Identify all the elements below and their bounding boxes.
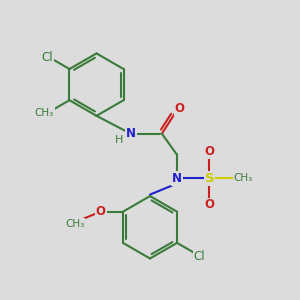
Text: Cl: Cl — [194, 250, 205, 263]
Text: O: O — [175, 102, 185, 115]
Text: O: O — [204, 145, 214, 158]
Text: N: N — [172, 172, 182, 185]
Text: O: O — [96, 205, 106, 218]
Text: CH₃: CH₃ — [233, 173, 253, 183]
Text: Cl: Cl — [41, 51, 53, 64]
Text: CH₃: CH₃ — [34, 108, 54, 118]
Text: S: S — [205, 172, 214, 185]
Text: CH₃: CH₃ — [65, 219, 84, 229]
Text: O: O — [204, 199, 214, 212]
Text: H: H — [115, 135, 124, 145]
Text: N: N — [126, 127, 136, 140]
